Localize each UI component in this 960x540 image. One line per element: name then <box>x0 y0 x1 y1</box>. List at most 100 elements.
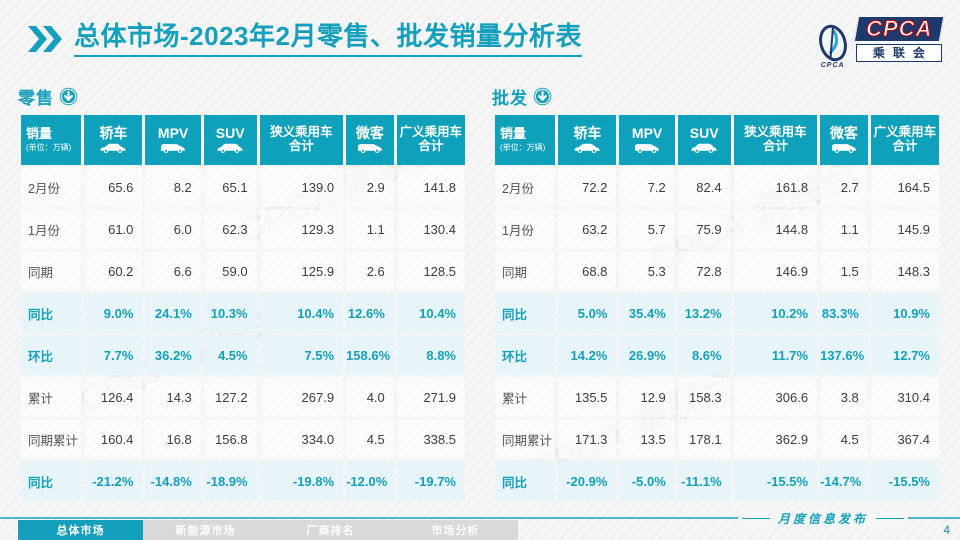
cell-value: 75.9 <box>677 209 731 249</box>
cell-value: 10.4% <box>259 293 344 333</box>
wholesale-col-0: 轿车 <box>558 115 617 165</box>
cell-value: 148.3 <box>870 251 939 291</box>
cell-value: 24.1% <box>145 293 201 333</box>
cell-value: 8.2 <box>145 167 201 207</box>
cell-value: 10.2% <box>733 293 818 333</box>
cell-value: 4.5 <box>820 419 868 459</box>
cell-value: 36.2% <box>145 335 201 375</box>
row-label: 同期 <box>495 251 556 291</box>
row-label: 1月份 <box>495 209 556 249</box>
cell-value: 3.8 <box>820 377 868 417</box>
cell-value: 8.8% <box>396 335 465 375</box>
cell-value: -12.0% <box>346 461 394 501</box>
cell-value: 1.1 <box>346 209 394 249</box>
row-label: 同期 <box>21 251 82 291</box>
cell-value: 8.6% <box>677 335 731 375</box>
cell-value: 267.9 <box>259 377 344 417</box>
cell-value: 10.4% <box>396 293 465 333</box>
footer-nav-item-3[interactable]: 市场分析 <box>393 520 518 540</box>
row-label: 2月份 <box>21 167 82 207</box>
cell-value: -5.0% <box>619 461 675 501</box>
cpca-oval-icon <box>818 24 847 62</box>
cell-value: 158.3 <box>677 377 731 417</box>
retail-header-row: 销量 (单位：万辆) 轿车 MPV SUV 狭义乘用车 合计 微客 广义乘用车 合计 <box>21 115 465 165</box>
retail-row-3: 同比 9.0% 24.1% 10.3% 10.4% 12.6% 10.4% <box>21 293 465 333</box>
cell-value: 6.6 <box>145 251 201 291</box>
wholesale-col-2: SUV <box>677 115 731 165</box>
cell-value: 4.5% <box>203 335 257 375</box>
down-arrow-badge-icon <box>59 87 78 106</box>
cell-value: 171.3 <box>558 419 617 459</box>
title-bar: 总体市场-2023年2月零售、批发销量分析表 <box>28 22 582 57</box>
row-label: 环比 <box>495 335 556 375</box>
footer-rule <box>0 517 960 519</box>
cell-value: 130.4 <box>396 209 465 249</box>
retail-row-1: 1月份 61.0 6.0 62.3 129.3 1.1 130.4 <box>21 209 465 249</box>
cell-value: 178.1 <box>677 419 731 459</box>
cell-value: 158.6% <box>346 335 394 375</box>
wholesale-table-block: 批发 销量 (单位：万辆) 轿车 MPV SUV 狭义乘用车 合计 微客 广义乘用车 合计 2月份… <box>492 84 942 503</box>
retail-row-4: 环比 7.7% 36.2% 4.5% 7.5% 158.6% 8.8% <box>21 335 465 375</box>
retail-row-7: 同比 -21.2% -14.8% -18.9% -19.8% -12.0% -19.7% <box>21 461 465 501</box>
cell-value: 9.0% <box>84 293 143 333</box>
retail-row-2: 同期 60.2 6.6 59.0 125.9 2.6 128.5 <box>21 251 465 291</box>
footer-note: 月度信息发布 <box>737 510 908 527</box>
cell-value: 10.3% <box>203 293 257 333</box>
cell-value: 141.8 <box>396 167 465 207</box>
retail-table: 销量 (单位：万辆) 轿车 MPV SUV 狭义乘用车 合计 微客 广义乘用车 合计 2月份 65.… <box>18 113 468 503</box>
cell-value: -15.5% <box>870 461 939 501</box>
cell-value: -20.9% <box>558 461 617 501</box>
wholesale-row-2: 同期 68.8 5.3 72.8 146.9 1.5 148.3 <box>495 251 939 291</box>
page-title-prefix: 总体市场 <box>74 21 181 51</box>
cell-value: 62.3 <box>203 209 257 249</box>
cell-value: 82.4 <box>677 167 731 207</box>
cpca-logo-text: CPCA 乘联会 <box>853 16 945 63</box>
row-label: 环比 <box>21 335 82 375</box>
wholesale-section-title: 批发 <box>492 89 528 108</box>
retail-col-3: 狭义乘用车 合计 <box>259 115 344 165</box>
cell-value: 7.2 <box>619 167 675 207</box>
footer-nav-item-1[interactable]: 新能源市场 <box>143 520 268 540</box>
footer-note-text: 月度信息发布 <box>777 512 868 526</box>
cell-value: 156.8 <box>203 419 257 459</box>
retail-col-4: 微客 <box>346 115 394 165</box>
logo-mark-caption: CPCA <box>820 62 845 69</box>
cell-value: 367.4 <box>870 419 939 459</box>
cell-value: 1.1 <box>820 209 868 249</box>
wholesale-row-5: 累计 135.5 12.9 158.3 306.6 3.8 310.4 <box>495 377 939 417</box>
cell-value: 13.5 <box>619 419 675 459</box>
row-label: 累计 <box>21 377 82 417</box>
cell-value: 83.3% <box>820 293 868 333</box>
cell-value: 127.2 <box>203 377 257 417</box>
cell-value: 14.2% <box>558 335 617 375</box>
cell-value: 129.3 <box>259 209 344 249</box>
cell-value: -18.9% <box>203 461 257 501</box>
cell-value: 35.4% <box>619 293 675 333</box>
cell-value: 137.6% <box>820 335 868 375</box>
cell-value: 12.9 <box>619 377 675 417</box>
footer-nav-item-0[interactable]: 总体市场 <box>18 520 143 540</box>
cell-value: 2.6 <box>346 251 394 291</box>
retail-col-1: MPV <box>145 115 201 165</box>
sedan-icon <box>573 142 601 154</box>
mpv-icon <box>633 142 661 154</box>
minibus-icon <box>356 142 384 154</box>
wholesale-row-7: 同比 -20.9% -5.0% -11.1% -15.5% -14.7% -15.5% <box>495 461 939 501</box>
cell-value: 161.8 <box>733 167 818 207</box>
cell-value: 72.8 <box>677 251 731 291</box>
footer-nav-item-2[interactable]: 厂商排名 <box>268 520 393 540</box>
cell-value: -14.7% <box>820 461 868 501</box>
cell-value: 164.5 <box>870 167 939 207</box>
cell-value: 135.5 <box>558 377 617 417</box>
retail-col-2: SUV <box>203 115 257 165</box>
note-line-left <box>741 518 770 519</box>
row-label: 2月份 <box>495 167 556 207</box>
wholesale-sales-header: 销量 (单位：万辆) <box>495 115 556 165</box>
cell-value: 16.8 <box>145 419 201 459</box>
cell-value: -21.2% <box>84 461 143 501</box>
cell-value: 26.9% <box>619 335 675 375</box>
down-arrow-badge-icon <box>533 87 552 106</box>
row-label: 同比 <box>21 293 82 333</box>
cell-value: 338.5 <box>396 419 465 459</box>
page-title: 总体市场-2023年2月零售、批发销量分析表 <box>74 22 582 57</box>
